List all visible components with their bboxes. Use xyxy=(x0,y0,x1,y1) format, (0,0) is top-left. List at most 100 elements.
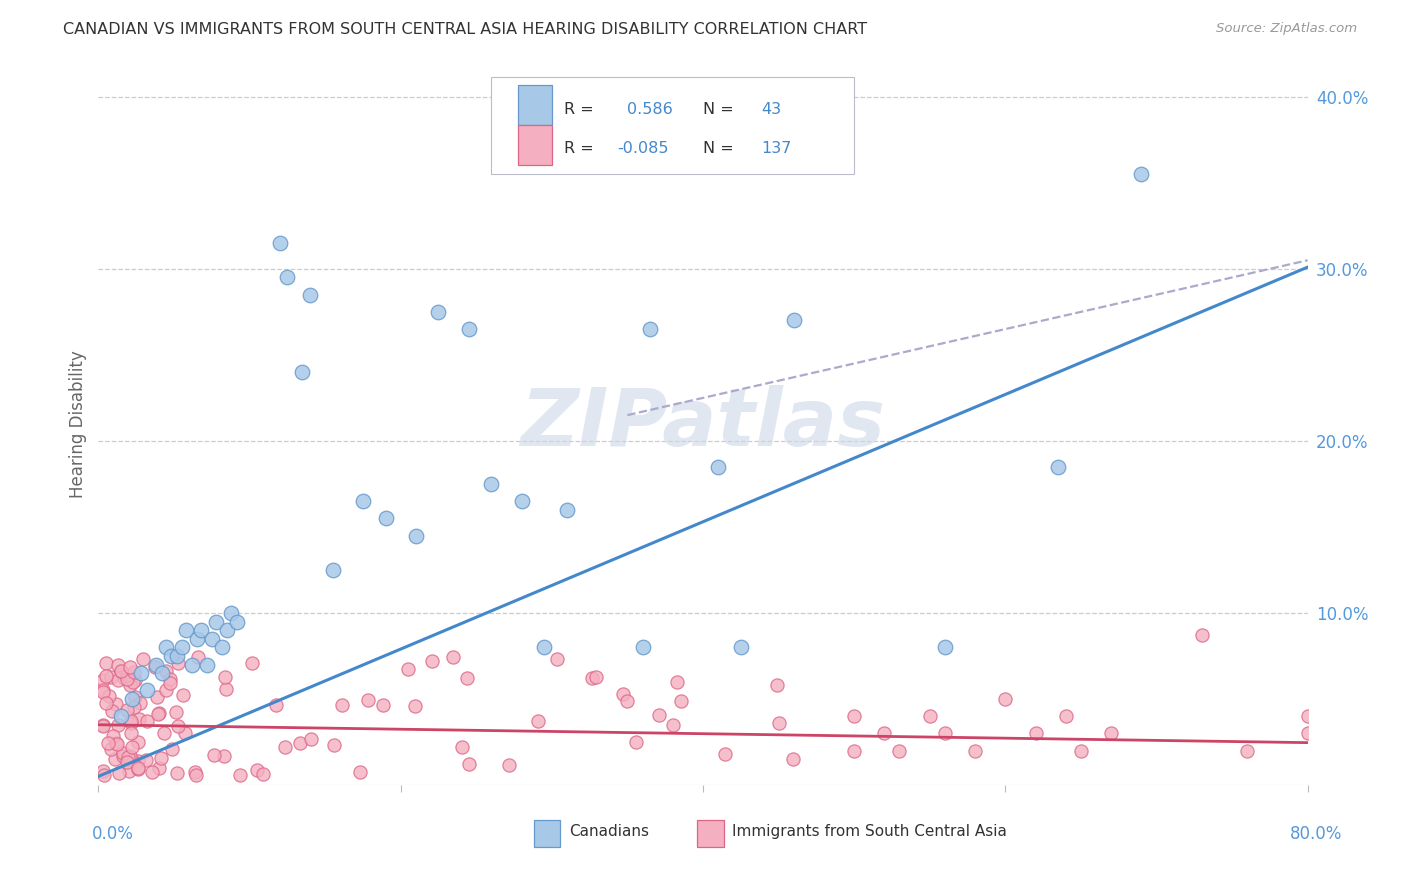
Point xyxy=(349,764,371,779)
Point xyxy=(612,687,634,701)
Point xyxy=(91,685,114,699)
Point xyxy=(214,681,236,696)
Point xyxy=(240,656,263,670)
Point xyxy=(170,640,193,655)
Point xyxy=(146,690,169,704)
Point xyxy=(121,675,143,690)
Point xyxy=(115,672,138,686)
Point xyxy=(167,719,190,733)
Point xyxy=(104,736,127,750)
Point xyxy=(91,683,114,698)
Point xyxy=(165,705,187,719)
Text: 137: 137 xyxy=(761,142,792,156)
Point xyxy=(115,667,138,681)
Point xyxy=(352,494,374,508)
Point xyxy=(100,670,122,684)
Point xyxy=(616,693,638,707)
Point xyxy=(730,640,752,655)
Point xyxy=(108,766,131,780)
Point xyxy=(638,322,661,336)
Point xyxy=(323,738,346,752)
Point xyxy=(94,656,117,670)
Point xyxy=(110,709,132,723)
Point xyxy=(143,660,166,674)
Point xyxy=(766,678,789,692)
Point xyxy=(146,706,169,721)
Point xyxy=(127,761,149,775)
Point xyxy=(97,736,120,750)
Point xyxy=(291,365,314,379)
Point xyxy=(132,652,155,666)
Point xyxy=(128,712,150,726)
Point xyxy=(252,766,274,780)
Point xyxy=(183,765,205,780)
Point xyxy=(246,763,269,777)
Point xyxy=(965,743,987,757)
Point xyxy=(148,761,170,775)
Text: Immigrants from South Central Asia: Immigrants from South Central Asia xyxy=(733,824,1007,839)
Point xyxy=(498,758,520,772)
Point xyxy=(104,751,127,765)
Point xyxy=(112,748,135,763)
Point xyxy=(181,657,204,672)
Point xyxy=(662,718,685,732)
Point xyxy=(141,765,163,780)
FancyBboxPatch shape xyxy=(492,77,855,175)
Point xyxy=(184,768,207,782)
Point xyxy=(122,700,145,714)
Point xyxy=(121,692,143,706)
Point xyxy=(110,664,132,678)
Point xyxy=(195,657,218,672)
Point xyxy=(647,707,669,722)
Point xyxy=(96,696,118,710)
Point xyxy=(214,670,236,684)
Point xyxy=(101,704,124,718)
Point xyxy=(155,640,177,655)
Point xyxy=(190,623,212,637)
Point xyxy=(783,313,806,327)
Point xyxy=(405,528,427,542)
Point xyxy=(117,703,139,717)
Point xyxy=(97,690,120,704)
Point xyxy=(1130,167,1153,181)
Point xyxy=(264,698,287,713)
Point xyxy=(101,730,124,744)
Point xyxy=(118,764,141,779)
Point xyxy=(707,459,730,474)
Point xyxy=(844,709,866,723)
Bar xyxy=(517,125,553,165)
Point xyxy=(186,632,208,646)
Point xyxy=(1296,726,1319,740)
Bar xyxy=(697,820,724,847)
Point xyxy=(160,648,183,663)
Point xyxy=(555,502,578,516)
Point xyxy=(918,709,941,723)
Point xyxy=(631,640,654,655)
Text: N =: N = xyxy=(703,102,740,117)
Bar xyxy=(517,86,553,125)
Point xyxy=(330,698,353,712)
Point xyxy=(581,671,603,685)
Point xyxy=(91,673,114,687)
Point xyxy=(173,726,195,740)
Point xyxy=(1296,709,1319,723)
Point xyxy=(322,563,344,577)
Point xyxy=(1054,709,1077,723)
Point xyxy=(105,737,128,751)
Point xyxy=(671,693,693,707)
Text: CANADIAN VS IMMIGRANTS FROM SOUTH CENTRAL ASIA HEARING DISABILITY CORRELATION CH: CANADIAN VS IMMIGRANTS FROM SOUTH CENTRA… xyxy=(63,22,868,37)
Point xyxy=(374,511,396,525)
Point xyxy=(526,714,548,728)
Point xyxy=(93,768,115,782)
Point xyxy=(129,696,152,710)
Point xyxy=(714,747,737,761)
Point xyxy=(107,718,129,732)
Point xyxy=(118,659,141,673)
Point xyxy=(150,751,173,765)
Point xyxy=(934,640,956,655)
Point xyxy=(276,270,298,285)
Point xyxy=(159,672,181,686)
Point xyxy=(91,764,114,778)
Text: 0.0%: 0.0% xyxy=(91,825,134,843)
Point xyxy=(290,736,312,750)
